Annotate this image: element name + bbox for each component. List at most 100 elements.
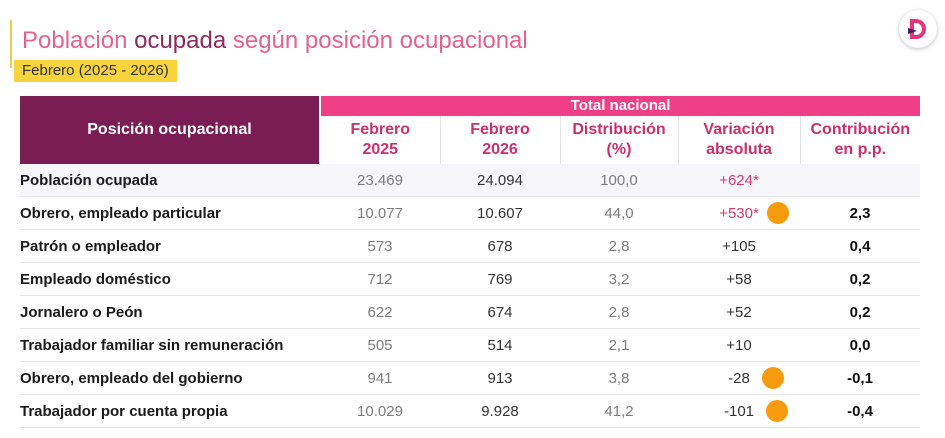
cell-distribution: 2,8 [560,295,678,329]
cell-variation: -101 [723,402,755,420]
cell-variation: +624* [719,171,759,189]
cell-feb-2026: 10.607 [440,196,560,230]
row-label: Trabajador por cuenta propia [20,394,320,428]
cell-distribution: 2,8 [560,229,678,263]
cell-feb-2025: 505 [320,328,440,362]
cell-feb-2025: 622 [320,295,440,329]
variation-wrapper: +52 [726,304,751,321]
cell-contribution: -0,1 [800,361,921,395]
column-header-5: Contribución en p.p. [799,116,921,164]
column-headers-row: Febrero 2025 Febrero 2026 Distribución (%) Var… [20,116,921,164]
cell-distribution: 100,0 [560,164,678,197]
cell-distribution: 3,8 [560,361,678,395]
column-header-line2: 2025 [362,141,399,158]
column-header-line1: Febrero [350,121,411,138]
table-row: Empleado doméstico 712 769 3,2 +58 0,2 [20,262,921,296]
cell-contribution: 0,0 [800,328,921,362]
column-header-line2: (%) [606,141,632,158]
variation-wrapper: -28 [728,367,784,389]
brand-logo-icon [899,10,937,48]
d-logo-icon [908,19,926,39]
cell-variation: +530* [719,204,759,222]
column-header-line1: Febrero [470,121,530,138]
highlight-dot-icon [766,202,789,224]
cell-feb-2025: 712 [320,262,440,296]
cell-feb-2025: 10.077 [320,196,440,230]
cell-feb-2025: 573 [320,229,440,263]
cell-variation-container: +530* [678,196,800,230]
cell-feb-2026: 9.928 [440,394,560,428]
table-row: Obrero, empleado particular 10.077 10.607 4… [20,196,921,230]
cell-variation: -28 [728,369,750,387]
column-header-line2: en p.p. [834,141,887,158]
table-row: Población ocupada 23.469 24.094 100,0 +624* [20,164,921,197]
table-body: Población ocupada 23.469 24.094 100,0 +624* O… [20,164,921,428]
cell-contribution: 0,2 [800,262,921,296]
column-header-3: Distribución (%) [559,116,678,164]
cell-contribution [800,164,921,197]
column-header-line1: Contribución [810,121,911,138]
cell-feb-2025: 10.029 [320,394,440,428]
row-label: Trabajador familiar sin remuneración [20,328,320,362]
highlight-dot-icon [766,400,789,422]
cell-feb-2026: 514 [440,328,560,362]
cell-variation-container: +58 [678,262,800,296]
column-header-line2: 2026 [482,141,518,158]
cell-distribution: 3,2 [560,262,678,296]
cell-variation: +105 [722,237,756,255]
cell-variation-container: +10 [678,328,800,362]
cell-variation-container: -28 [678,361,800,395]
cell-contribution: 0,2 [800,295,921,329]
column-header-line1: Distribución [572,121,666,138]
highlight-dot-icon [761,367,784,389]
cell-feb-2026: 24.094 [440,164,560,197]
cell-variation-container: +624* [678,164,800,197]
cell-feb-2026: 913 [440,361,560,395]
row-label: Obrero, empleado particular [20,196,320,230]
variation-wrapper: -101 [723,400,789,422]
title-part-2: ocupada [134,27,227,54]
position-column-header: Posición ocupacional [20,96,321,164]
cell-feb-2026: 678 [440,229,560,263]
column-header-2: Febrero 2026 [439,116,560,164]
cell-variation-container: +105 [678,229,800,263]
cell-variation: +58 [726,270,752,288]
cell-contribution: 0,4 [800,229,921,263]
variation-wrapper: +10 [726,337,751,354]
column-header-1: Febrero 2025 [320,116,440,164]
cell-contribution: -0,4 [800,394,921,428]
cell-feb-2026: 674 [440,295,560,329]
cell-feb-2025: 23.469 [320,164,440,197]
cell-distribution: 2,1 [560,328,678,362]
title-accent-bar [10,20,12,68]
cell-feb-2026: 769 [440,262,560,296]
table-row: Jornalero o Peón 622 674 2,8 +52 0,2 [20,295,921,329]
table-row: Obrero, empleado del gobierno 941 913 3,8 -2… [20,361,921,395]
table-row: Trabajador por cuenta propia 10.029 9.928 4… [20,394,921,428]
row-label: Obrero, empleado del gobierno [20,361,320,395]
row-label: Población ocupada [20,164,320,197]
period-badge: Febrero (2025 - 2026) [14,60,177,82]
cell-variation: +52 [726,303,752,321]
variation-wrapper: +105 [722,238,756,255]
occupation-table: Posición ocupacional Total nacional Febr… [20,96,921,428]
column-header-line1: Variación [703,121,775,138]
total-nacional-header: Total nacional [320,96,921,116]
cell-variation-container: +52 [678,295,800,329]
title-part-1: Población [22,27,128,54]
cell-feb-2025: 941 [320,361,440,395]
cell-variation-container: -101 [678,394,800,428]
variation-wrapper: +58 [726,271,751,288]
row-label: Jornalero o Peón [20,295,320,329]
column-header-line2: absoluta [706,141,772,158]
cell-distribution: 41,2 [560,394,678,428]
variation-wrapper: +624* [719,172,759,189]
variation-wrapper: +530* [719,202,789,224]
cell-distribution: 44,0 [560,196,678,230]
cell-variation: +10 [726,336,752,354]
title-part-3: según posición ocupacional [232,27,528,54]
row-label: Patrón o empleador [20,229,320,263]
table-row: Trabajador familiar sin remuneración 505 5… [20,328,921,362]
table-row: Patrón o empleador 573 678 2,8 +105 0,4 [20,229,921,263]
page-title: Población ocupada según posición ocupaci… [22,26,528,56]
